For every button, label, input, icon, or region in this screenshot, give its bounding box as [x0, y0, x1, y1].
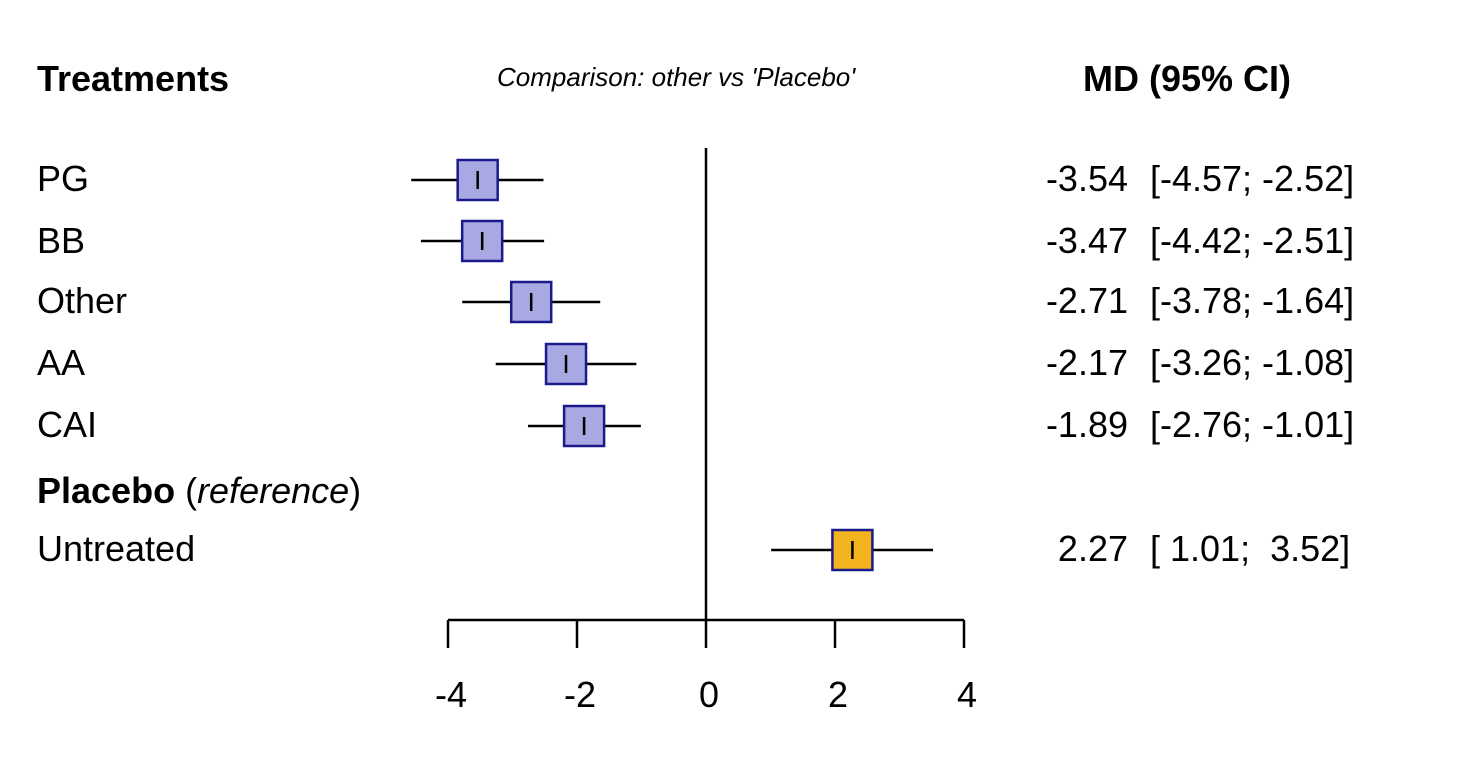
x-tick-label: 4 [957, 674, 977, 715]
md-value-cai: -1.89 [1045, 404, 1128, 445]
row-label-other: Other [37, 280, 128, 321]
md-ci-header: MD (95% CI) [1083, 58, 1292, 99]
comparison-subtitle: Comparison: other vs 'Placebo' [497, 62, 856, 92]
treatments-header: Treatments [37, 58, 230, 99]
md-value-other: -2.71 [1045, 280, 1128, 321]
x-tick-label: 0 [699, 674, 719, 715]
x-tick-label: -4 [435, 674, 467, 715]
reference-note: reference [197, 470, 350, 511]
md-value-pg: -3.54 [1045, 158, 1128, 199]
row-label-pg: PG [37, 158, 90, 199]
ci-value-other: [-3.78; -1.64] [1150, 280, 1355, 321]
ci-value-aa: [-3.26; -1.08] [1150, 342, 1355, 383]
row-label-untreated: Untreated [37, 528, 196, 569]
ci-value-pg: [-4.57; -2.52] [1150, 158, 1355, 199]
md-value-aa: -2.17 [1045, 342, 1128, 383]
md-value-untreated: 2.27 [1057, 528, 1128, 569]
x-tick-label: -2 [564, 674, 596, 715]
ci-value-untreated: [ 1.01; 3.52] [1150, 528, 1351, 569]
md-value-bb: -3.47 [1045, 220, 1128, 261]
ci-value-bb: [-4.42; -2.51] [1150, 220, 1355, 261]
ci-value-cai: [-2.76; -1.01] [1150, 404, 1355, 445]
row-label-aa: AA [37, 342, 86, 383]
row-label-reference: Placebo (reference) [37, 470, 362, 511]
row-label-cai: CAI [37, 404, 98, 445]
x-tick-label: 2 [828, 674, 848, 715]
row-label-bb: BB [37, 220, 86, 261]
reference-name: Placebo [37, 470, 176, 511]
